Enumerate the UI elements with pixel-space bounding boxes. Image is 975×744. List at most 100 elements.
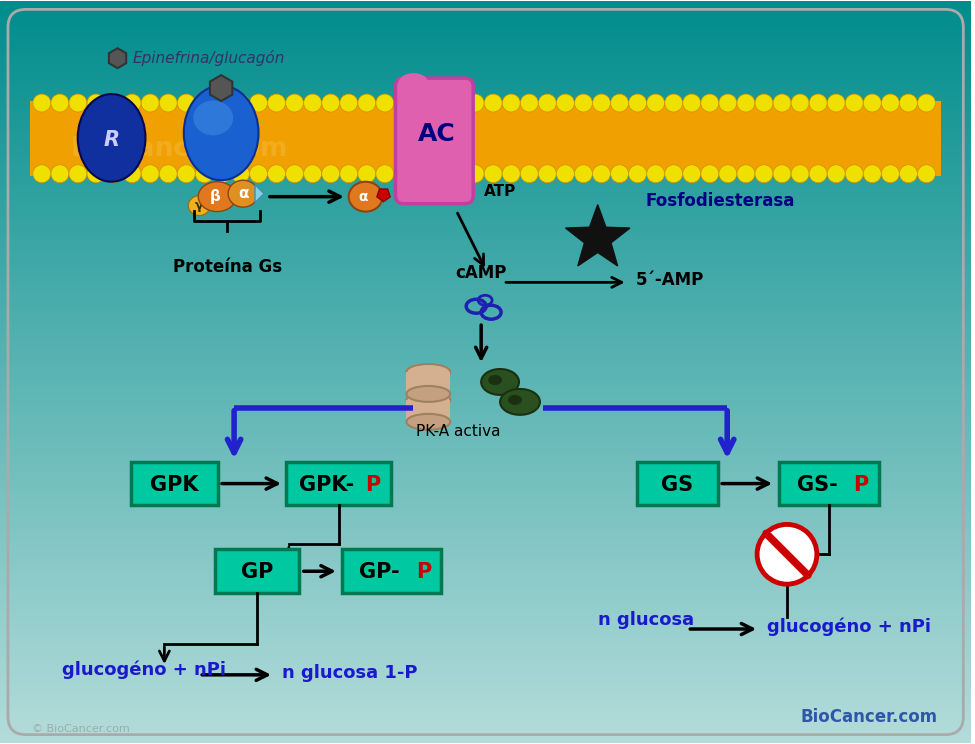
Bar bbox=[0, 647, 971, 651]
Bar bbox=[0, 86, 971, 92]
Bar bbox=[0, 90, 971, 95]
Circle shape bbox=[376, 164, 394, 183]
Circle shape bbox=[574, 164, 593, 183]
Bar bbox=[0, 668, 971, 673]
Polygon shape bbox=[566, 205, 630, 266]
Bar bbox=[0, 702, 971, 707]
Bar bbox=[0, 542, 971, 547]
Bar bbox=[0, 265, 971, 269]
Bar bbox=[0, 254, 971, 258]
Bar bbox=[0, 172, 971, 176]
Text: Fosfodiesterasa: Fosfodiesterasa bbox=[645, 192, 795, 210]
Circle shape bbox=[629, 164, 646, 183]
Circle shape bbox=[358, 164, 375, 183]
Polygon shape bbox=[255, 185, 264, 202]
Circle shape bbox=[593, 94, 610, 112]
Bar bbox=[0, 650, 971, 655]
Bar bbox=[0, 228, 971, 232]
Bar bbox=[0, 639, 971, 644]
Circle shape bbox=[141, 94, 159, 112]
Circle shape bbox=[177, 94, 195, 112]
Bar bbox=[0, 342, 971, 347]
Bar bbox=[0, 224, 971, 228]
Bar bbox=[0, 68, 971, 73]
Bar bbox=[0, 402, 971, 406]
Circle shape bbox=[827, 164, 845, 183]
Circle shape bbox=[466, 164, 485, 183]
Circle shape bbox=[610, 94, 629, 112]
Polygon shape bbox=[210, 75, 232, 101]
Bar bbox=[0, 353, 971, 358]
Bar bbox=[0, 138, 971, 144]
Circle shape bbox=[105, 94, 123, 112]
Circle shape bbox=[502, 164, 521, 183]
Bar bbox=[0, 417, 971, 421]
Bar bbox=[0, 683, 971, 688]
Bar bbox=[0, 735, 971, 740]
Bar bbox=[0, 676, 971, 681]
Circle shape bbox=[629, 94, 646, 112]
Bar bbox=[0, 550, 971, 554]
Circle shape bbox=[33, 164, 51, 183]
Bar bbox=[0, 5, 971, 10]
Circle shape bbox=[701, 164, 719, 183]
Bar bbox=[0, 435, 971, 440]
Circle shape bbox=[845, 164, 863, 183]
Bar bbox=[0, 164, 971, 169]
Circle shape bbox=[177, 164, 195, 183]
Text: n glucosa 1-P: n glucosa 1-P bbox=[282, 664, 417, 682]
Circle shape bbox=[682, 94, 701, 112]
Circle shape bbox=[557, 164, 574, 183]
Circle shape bbox=[665, 164, 682, 183]
Circle shape bbox=[538, 164, 557, 183]
Bar bbox=[0, 217, 971, 221]
Bar bbox=[0, 261, 971, 266]
Circle shape bbox=[159, 94, 177, 112]
Bar bbox=[0, 31, 971, 36]
Text: GS-: GS- bbox=[797, 475, 838, 495]
Bar bbox=[0, 576, 971, 580]
Bar bbox=[0, 513, 971, 518]
Text: GP-: GP- bbox=[359, 562, 400, 583]
Bar bbox=[0, 606, 971, 610]
Text: γ: γ bbox=[195, 199, 204, 212]
Text: glucogéno + nPi: glucogéno + nPi bbox=[61, 661, 226, 679]
Bar bbox=[0, 554, 971, 558]
Circle shape bbox=[214, 164, 231, 183]
Circle shape bbox=[665, 94, 682, 112]
Circle shape bbox=[195, 164, 214, 183]
Bar bbox=[0, 557, 971, 562]
Bar bbox=[0, 698, 971, 703]
Bar bbox=[0, 65, 971, 69]
Circle shape bbox=[538, 94, 557, 112]
Bar bbox=[0, 724, 971, 729]
Circle shape bbox=[827, 94, 845, 112]
Circle shape bbox=[123, 164, 141, 183]
Bar bbox=[0, 13, 971, 17]
Bar bbox=[0, 97, 971, 103]
Bar bbox=[0, 235, 971, 240]
Bar bbox=[0, 239, 971, 243]
Polygon shape bbox=[109, 48, 126, 68]
Circle shape bbox=[141, 164, 159, 183]
Text: © BioCancer.com: © BioCancer.com bbox=[32, 724, 130, 734]
Bar bbox=[0, 498, 971, 503]
Circle shape bbox=[267, 94, 286, 112]
Ellipse shape bbox=[407, 364, 450, 380]
Bar bbox=[0, 150, 971, 154]
Bar bbox=[0, 490, 971, 496]
Text: 5´-AMP: 5´-AMP bbox=[636, 272, 704, 289]
Circle shape bbox=[51, 164, 69, 183]
Bar bbox=[0, 672, 971, 677]
Bar bbox=[0, 713, 971, 718]
Bar bbox=[0, 327, 971, 333]
Bar bbox=[0, 101, 971, 106]
Bar bbox=[0, 61, 971, 65]
Bar bbox=[30, 101, 942, 176]
Bar bbox=[0, 469, 971, 473]
FancyBboxPatch shape bbox=[287, 462, 391, 505]
Circle shape bbox=[701, 94, 719, 112]
Text: GPK-: GPK- bbox=[299, 475, 354, 495]
Circle shape bbox=[521, 164, 538, 183]
Circle shape bbox=[286, 164, 303, 183]
